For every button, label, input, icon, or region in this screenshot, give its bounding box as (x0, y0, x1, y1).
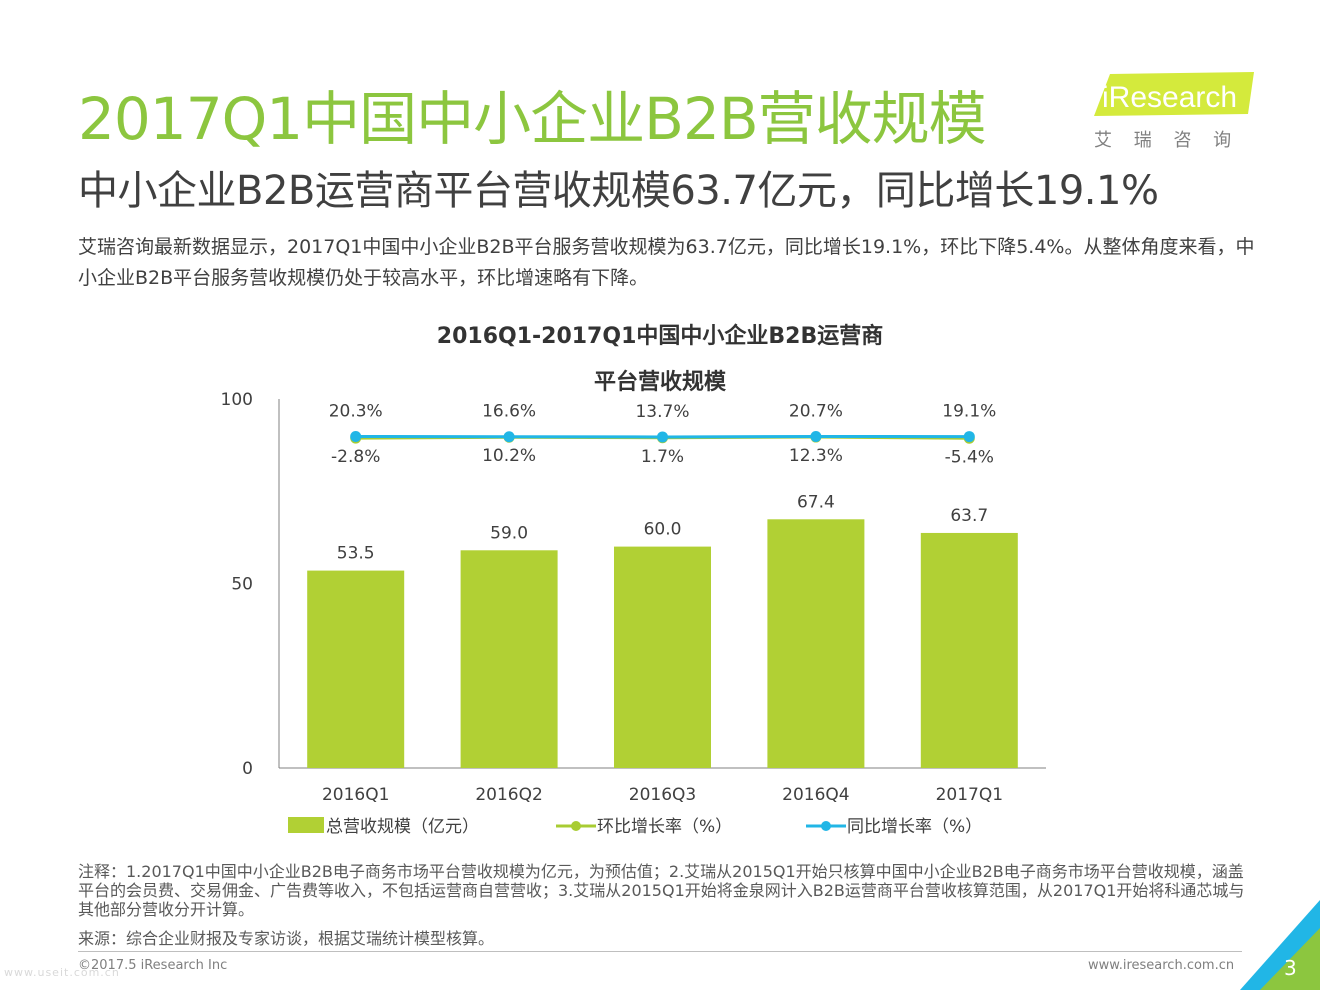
revenue-chart: 0 50 100 53.5 2016Q1 59.0 2016Q2 60.0 2016Q3 67.4… (221, 390, 1046, 837)
chart-notes: 注释：1.2017Q1中国中小企业B2B电子商务市场平台营收规模为亿元，为预估值… (78, 862, 1245, 919)
yoy-label: 16.6% (482, 402, 536, 422)
bar-2017Q1 (920, 532, 1018, 768)
x-tick-label: 2016Q1 (322, 785, 389, 805)
iresearch-logo: iResearch 艾 瑞 咨 询 (1094, 72, 1254, 151)
yoy-point (350, 430, 362, 442)
qoq-label: 12.3% (789, 446, 843, 466)
bar-2016Q3 (614, 546, 711, 768)
legend-yoy-marker (821, 821, 831, 831)
bar-value-label: 67.4 (797, 492, 835, 512)
x-tick-label: 2016Q2 (475, 785, 542, 805)
x-tick-label: 2016Q4 (782, 785, 849, 805)
y-tick-label: 50 (231, 575, 253, 595)
y-tick-label: 100 (221, 390, 253, 410)
bar-value-label: 53.5 (337, 544, 375, 564)
bar-2016Q2 (460, 550, 558, 768)
chart-title-line2: 平台营收规模 (593, 370, 726, 395)
watermark: www.useit.com.cn (4, 966, 120, 979)
yoy-label: 13.7% (635, 402, 689, 422)
yoy-label: 20.7% (789, 401, 843, 421)
logo-tagline: 艾 瑞 咨 询 (1094, 130, 1239, 151)
summary-text: 艾瑞咨询最新数据显示，2017Q1中国中小企业B2B平台服务营收规模为63.7亿… (78, 236, 1255, 289)
qoq-label: 10.2% (482, 446, 536, 466)
bar-2016Q4 (767, 519, 865, 768)
bar-2016Q1 (307, 570, 405, 768)
corner-decoration (1240, 900, 1320, 990)
logo-brand-text: iResearch (1102, 81, 1237, 114)
chart-source: 来源：综合企业财报及专家访谈，根据艾瑞统计模型核算。 (78, 929, 495, 948)
page-subtitle: 中小企业B2B运营商平台营收规模63.7亿元，同比增长19.1% (78, 168, 1159, 214)
yoy-point (963, 431, 975, 443)
yoy-point (503, 431, 515, 443)
chart-title-line1: 2016Q1-2017Q1中国中小企业B2B运营商 (436, 324, 884, 349)
yoy-label: 19.1% (942, 402, 996, 422)
legend-yoy-label: 同比增长率（%） (847, 817, 982, 837)
page-title: 2017Q1中国中小企业B2B营收规模 (78, 85, 987, 153)
x-tick-label: 2016Q3 (629, 785, 696, 805)
yoy-label: 20.3% (329, 401, 383, 421)
bar-value-label: 60.0 (644, 520, 682, 540)
yoy-point (810, 430, 822, 442)
legend-qoq-marker (571, 821, 581, 831)
qoq-label: -5.4% (945, 447, 994, 467)
legend-bar-swatch (288, 817, 324, 833)
website-link[interactable]: www.iresearch.com.cn (1088, 958, 1235, 973)
yoy-point (657, 431, 668, 443)
legend-qoq-label: 环比增长率（%） (597, 817, 732, 837)
qoq-label: -2.8% (331, 447, 380, 467)
x-tick-label: 2017Q1 (936, 785, 1003, 805)
bar-value-label: 59.0 (490, 523, 528, 543)
qoq-label: 1.7% (641, 447, 684, 467)
bar-value-label: 63.7 (950, 506, 988, 526)
copyright: ©2017.5 iResearch Inc (78, 958, 228, 973)
page-number: 3 (1284, 956, 1297, 980)
footer-divider (78, 951, 1242, 952)
legend-bar-label: 总营收规模（亿元） (326, 817, 479, 837)
y-tick-label: 0 (242, 759, 253, 779)
